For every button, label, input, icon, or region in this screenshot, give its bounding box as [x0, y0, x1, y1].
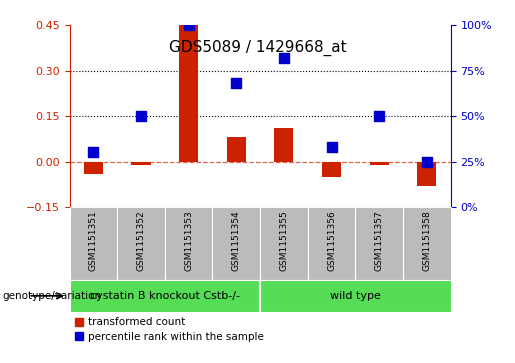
Bar — [403, 207, 451, 280]
Point — [423, 159, 431, 164]
Bar — [131, 162, 150, 165]
Bar — [70, 207, 117, 280]
Text: GSM1151355: GSM1151355 — [280, 211, 288, 271]
Bar — [213, 207, 260, 280]
Point — [137, 113, 145, 119]
Point — [232, 81, 241, 86]
Text: GSM1151357: GSM1151357 — [375, 211, 384, 271]
Bar — [227, 137, 246, 162]
Point — [89, 150, 97, 155]
Text: GSM1151358: GSM1151358 — [422, 211, 431, 271]
Bar — [165, 207, 212, 280]
Bar — [322, 162, 341, 177]
Bar — [84, 162, 103, 174]
Point — [375, 113, 383, 119]
Text: GSM1151352: GSM1151352 — [136, 211, 145, 271]
Text: GSM1151351: GSM1151351 — [89, 211, 98, 271]
Bar — [70, 280, 260, 312]
Text: GSM1151356: GSM1151356 — [327, 211, 336, 271]
Text: genotype/variation: genotype/variation — [3, 291, 101, 301]
Text: GSM1151354: GSM1151354 — [232, 211, 241, 271]
Bar — [260, 280, 451, 312]
Bar — [179, 25, 198, 162]
Point — [328, 144, 336, 150]
Bar — [260, 207, 308, 280]
Legend: transformed count, percentile rank within the sample: transformed count, percentile rank withi… — [75, 317, 264, 342]
Point — [184, 23, 193, 28]
Bar — [355, 207, 403, 280]
Bar — [417, 162, 436, 186]
Bar — [117, 207, 165, 280]
Text: GDS5089 / 1429668_at: GDS5089 / 1429668_at — [169, 40, 346, 56]
Text: GSM1151353: GSM1151353 — [184, 211, 193, 271]
Point — [280, 55, 288, 61]
Bar — [274, 128, 294, 162]
Text: cystatin B knockout Cstb-/-: cystatin B knockout Cstb-/- — [90, 291, 240, 301]
Bar — [307, 207, 355, 280]
Text: wild type: wild type — [330, 291, 381, 301]
Bar — [370, 162, 389, 165]
